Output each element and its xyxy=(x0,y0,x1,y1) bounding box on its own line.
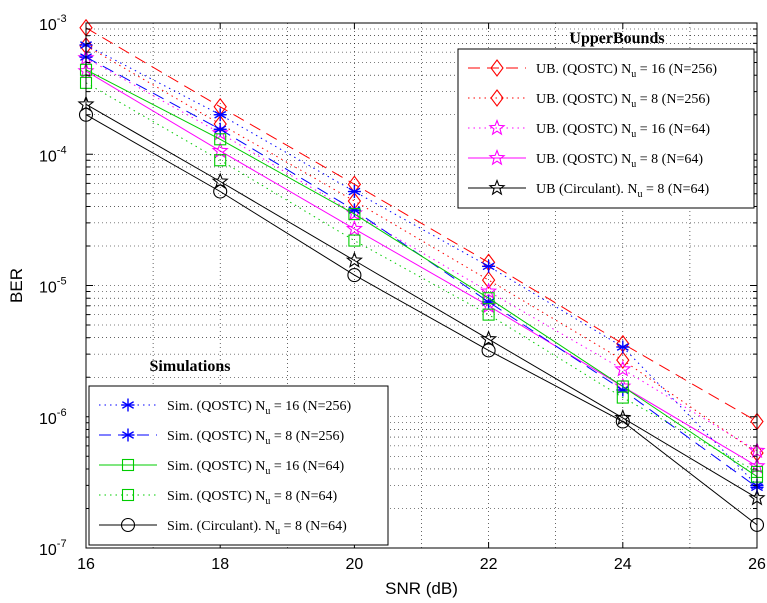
data-point xyxy=(482,259,496,273)
data-point xyxy=(213,184,228,199)
legend-label: UB (Circulant). Nu = 8 (N=64) xyxy=(536,182,710,200)
legend-marker xyxy=(120,517,136,533)
x-tick-label: 20 xyxy=(346,556,364,573)
data-point xyxy=(616,391,629,404)
data-point xyxy=(345,219,363,237)
legends: UpperBounds UB. (QOSTC) Nu = 16 (N=256) UB… xyxy=(88,30,755,546)
data-point xyxy=(482,308,495,321)
data-point xyxy=(214,154,227,167)
y-tick-label: 10-3 xyxy=(39,13,67,34)
legend-label: Sim. (Circulant). Nu = 8 (N=64) xyxy=(167,519,347,537)
x-tick-label: 24 xyxy=(614,556,632,573)
data-point xyxy=(481,271,496,289)
series-line xyxy=(85,114,758,526)
data-point xyxy=(211,124,229,141)
x-tick-label: 16 xyxy=(77,556,95,573)
legend-title: UpperBounds xyxy=(569,30,664,47)
legend-label: Sim. (QOSTC) Nu = 8 (N=64) xyxy=(167,489,337,507)
x-tick-label: 26 xyxy=(748,556,766,573)
x-tick-label: 22 xyxy=(480,556,498,573)
data-point xyxy=(345,251,363,268)
series-line xyxy=(85,69,758,478)
legend-marker xyxy=(488,178,506,196)
series-line xyxy=(85,45,758,454)
y-tick-label: 10-7 xyxy=(39,538,67,559)
y-tick-label: 10-4 xyxy=(39,144,67,165)
ticks: 16 18 20 22 24 26 10-7 10-6 10-5 10-4 10-3 xyxy=(39,13,766,573)
legend-marker xyxy=(121,428,135,442)
legend-marker xyxy=(121,398,135,412)
x-axis-title: SNR (dB) xyxy=(385,579,458,598)
legend-entry: UB. (QOSTC) Nu = 16 (N=256) xyxy=(468,59,717,80)
legend-label: Sim. (QOSTC) Nu = 8 (N=256) xyxy=(167,429,344,447)
legend-entry: Sim. (QOSTC) Nu = 8 (N=256) xyxy=(99,428,344,447)
data-point xyxy=(347,185,361,199)
data-point xyxy=(616,351,630,370)
data-point xyxy=(614,360,632,377)
legend-marker xyxy=(488,148,506,166)
data-point xyxy=(615,414,630,429)
data-point xyxy=(214,133,227,146)
legend-label: Sim. (QOSTC) Nu = 16 (N=256) xyxy=(167,399,351,417)
legend-label: UB. (QOSTC) Nu = 16 (N=256) xyxy=(536,62,717,80)
series-line xyxy=(85,27,758,422)
data-point xyxy=(213,108,227,122)
legend-label: UB. (QOSTC) Nu = 8 (N=64) xyxy=(536,152,703,170)
legend-entry: UB (Circulant). Nu = 8 (N=64) xyxy=(468,178,710,200)
legend-label: UB. (QOSTC) Nu = 16 (N=64) xyxy=(536,122,710,140)
data-point xyxy=(480,330,498,347)
y-tick-label: 10-5 xyxy=(39,276,67,297)
legend-entry: UB. (QOSTC) Nu = 8 (N=64) xyxy=(468,148,703,170)
y-tick-label: 10-6 xyxy=(39,407,67,428)
data-point xyxy=(348,208,361,221)
data-point xyxy=(480,282,498,299)
legend-marker xyxy=(121,458,135,472)
legend-marker xyxy=(490,59,504,77)
data-point xyxy=(213,122,227,136)
legend-box xyxy=(88,385,389,546)
legend-entry: Sim. (QOSTC) Nu = 16 (N=256) xyxy=(99,398,351,417)
legend-entry: Sim. (QOSTC) Nu = 8 (N=64) xyxy=(99,488,337,507)
data-point xyxy=(482,292,495,305)
legend-entry: Sim. (QOSTC) Nu = 16 (N=64) xyxy=(99,458,344,477)
y-axis-title: BER xyxy=(7,268,26,303)
legend-marker xyxy=(490,89,504,107)
legend-label: Sim. (QOSTC) Nu = 16 (N=64) xyxy=(167,459,344,477)
legend-marker xyxy=(121,488,135,502)
legend-marker xyxy=(488,118,506,136)
data-point xyxy=(347,268,362,283)
legend-upper-bounds: UpperBounds UB. (QOSTC) Nu = 16 (N=256) UB… xyxy=(457,30,755,209)
legend-entry: UB. (QOSTC) Nu = 16 (N=64) xyxy=(468,118,710,140)
x-tick-label: 18 xyxy=(211,556,229,573)
data-point xyxy=(211,141,229,159)
legend-entry: UB. (QOSTC) Nu = 8 (N=256) xyxy=(468,89,710,110)
legend-simulations: Simulations Sim. (QOSTC) Nu = 16 (N=256) S… xyxy=(88,358,389,546)
series-line xyxy=(85,70,758,467)
data-point xyxy=(481,343,496,358)
legend-title: Simulations xyxy=(150,358,231,375)
legend-entry: Sim. (Circulant). Nu = 8 (N=64) xyxy=(99,517,347,537)
data-point xyxy=(347,203,361,217)
data-point xyxy=(348,234,361,247)
legend-label: UB. (QOSTC) Nu = 8 (N=256) xyxy=(536,92,710,110)
data-point xyxy=(616,340,630,354)
series-line xyxy=(85,103,758,499)
